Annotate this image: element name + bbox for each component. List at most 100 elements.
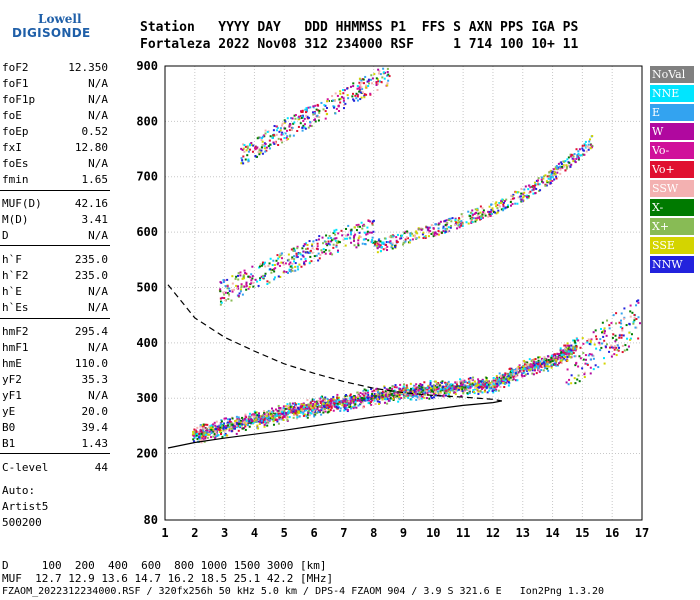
echo-point — [523, 363, 526, 366]
echo-point — [330, 406, 333, 409]
echo-point — [467, 210, 470, 213]
echo-point — [382, 243, 385, 246]
echo-point — [502, 203, 505, 206]
echo-point — [524, 373, 527, 376]
echo-point — [357, 225, 360, 228]
echo-point — [359, 225, 362, 228]
echo-point — [632, 321, 635, 324]
echo-point — [332, 405, 335, 408]
echo-point — [485, 378, 488, 381]
echo-point — [346, 237, 349, 240]
echo-point — [320, 400, 323, 403]
echo-point — [447, 226, 450, 229]
echo-point — [472, 390, 475, 393]
echo-point — [577, 365, 580, 368]
echo-point — [285, 271, 288, 274]
echo-point — [286, 412, 289, 415]
echo-point — [363, 82, 366, 85]
echo-point — [350, 228, 353, 231]
echo-point — [526, 363, 529, 366]
echo-point — [516, 369, 519, 372]
echo-point — [554, 357, 557, 360]
echo-point — [456, 389, 459, 392]
param-name: hmF1 — [2, 341, 29, 354]
param-name: B1 — [2, 437, 16, 450]
echo-point — [247, 159, 250, 162]
echo-point — [248, 143, 251, 146]
echo-point — [220, 433, 223, 436]
x-tick-label: 17 — [635, 526, 649, 540]
echo-point — [447, 386, 450, 389]
echo-point — [313, 255, 316, 258]
echo-point — [312, 411, 315, 414]
echo-point — [263, 412, 266, 415]
echo-point — [378, 400, 381, 403]
echo-point — [546, 360, 549, 363]
echo-point — [443, 388, 446, 391]
echo-point — [375, 394, 378, 397]
echo-point — [361, 393, 364, 396]
echo-trace-4 — [565, 299, 641, 386]
echo-point — [246, 154, 249, 157]
echo-point — [468, 389, 471, 392]
echo-point — [239, 274, 242, 277]
echo-point — [235, 432, 238, 435]
echo-point — [231, 423, 234, 426]
echo-point — [529, 363, 532, 366]
echo-point — [245, 272, 248, 275]
echo-point — [529, 186, 532, 189]
echo-point — [543, 175, 546, 178]
echo-point — [315, 108, 318, 111]
echo-point — [550, 365, 553, 368]
echo-point — [365, 93, 368, 96]
echo-point — [199, 438, 202, 441]
echo-point — [214, 428, 217, 431]
echo-point — [503, 386, 506, 389]
echo-point — [261, 152, 264, 155]
echo-point — [284, 120, 287, 123]
echo-point — [307, 409, 310, 412]
echo-point — [559, 356, 562, 359]
echo-point — [287, 410, 290, 413]
echo-point — [222, 279, 225, 282]
echo-point — [384, 398, 387, 401]
echo-point — [389, 235, 392, 238]
echo-point — [536, 181, 539, 184]
echo-point — [320, 406, 323, 409]
echo-point — [289, 402, 292, 405]
echo-point — [233, 424, 236, 427]
echo-point — [366, 230, 369, 233]
echo-point — [391, 243, 394, 246]
echo-point — [230, 422, 233, 425]
echo-point — [436, 388, 439, 391]
echo-point — [426, 387, 429, 390]
echo-point — [572, 347, 575, 350]
echo-point — [388, 399, 391, 402]
echo-point — [276, 418, 279, 421]
echo-point — [370, 231, 373, 234]
echo-point — [579, 357, 582, 360]
echo-point — [572, 351, 575, 354]
echo-point — [241, 293, 244, 296]
echo-point — [574, 382, 577, 385]
echo-point — [455, 383, 458, 386]
echo-point — [437, 230, 440, 233]
echo-point — [335, 228, 338, 231]
echo-point — [352, 98, 355, 101]
echo-point — [400, 237, 403, 240]
echo-point — [329, 243, 332, 246]
echo-point — [271, 136, 274, 139]
echo-point — [249, 148, 252, 151]
echo-point — [592, 368, 595, 371]
echo-point — [365, 389, 368, 392]
echo-point — [290, 411, 293, 414]
echo-point — [569, 155, 572, 158]
echo-point — [562, 353, 565, 356]
echo-point — [507, 381, 510, 384]
echo-point — [479, 389, 482, 392]
echo-point — [296, 129, 299, 132]
echo-point — [569, 352, 572, 355]
echo-point — [597, 366, 600, 369]
echo-point — [269, 143, 272, 146]
echo-point — [454, 223, 457, 226]
